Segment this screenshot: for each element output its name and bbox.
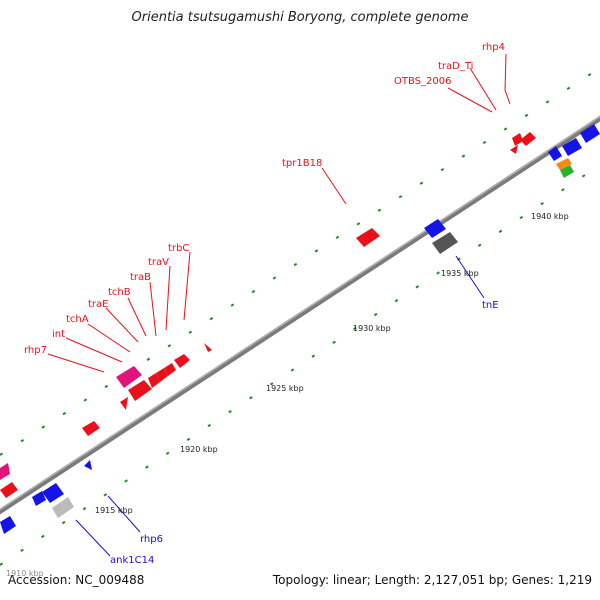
leader-int <box>65 337 123 363</box>
label-otbs2006: OTBS_2006 <box>394 76 451 87</box>
gene-tchb <box>156 368 168 382</box>
gene-blue-550 <box>548 146 562 161</box>
gene-tne <box>432 232 458 254</box>
label-int: int <box>52 329 65 340</box>
label-tradti: traD_Ti <box>438 61 473 72</box>
gene-tcha <box>128 380 152 401</box>
gene-blue-35 <box>32 491 46 506</box>
tick-label-1925: 1925 kbp <box>266 384 304 393</box>
gene-rhp6-marker <box>84 460 92 470</box>
label-trbc: trbC <box>168 243 189 254</box>
reverse-genes[interactable] <box>0 124 600 534</box>
gene-trbc <box>204 343 212 352</box>
leader-otbs2006 <box>447 87 493 113</box>
gene-int <box>116 366 142 388</box>
upper-dash-line <box>0 67 600 456</box>
gene-blue-45 <box>42 483 64 503</box>
tick-label-1915: 1915 kbp <box>95 506 133 515</box>
gene-red-85 <box>82 421 100 436</box>
gene-trae <box>148 373 160 388</box>
leader-trab <box>149 281 157 337</box>
tick-label-1920: 1920 kbp <box>180 445 218 454</box>
gene-labels: rhp4 traD_Ti OTBS_2006 tpr1B18 trbC traV… <box>24 42 505 566</box>
upper-dash-track <box>0 67 600 456</box>
lower-dash-track <box>0 164 600 566</box>
gene-tradti <box>520 132 536 146</box>
leader-tne <box>455 255 485 299</box>
tick-label-1910-partial: 1910 kbp <box>6 569 44 578</box>
gene-otbs2006 <box>510 145 518 154</box>
genome-backbone-highlight <box>0 115 600 511</box>
leader-tradti <box>469 67 497 111</box>
label-tchb: tchB <box>108 287 131 298</box>
leader-rhp6 <box>107 495 141 533</box>
tick-label-1935: 1935 kbp <box>441 269 479 278</box>
gene-tpr1b18 <box>356 228 380 247</box>
accession-label: Accession: NC_009488 <box>8 573 145 587</box>
genome-summary: Topology: linear; Length: 2,127,051 bp; … <box>272 573 592 587</box>
forward-genes[interactable] <box>0 132 536 498</box>
genome-backbone <box>0 115 600 515</box>
tick-label-1940: 1940 kbp <box>531 212 569 221</box>
leader-tcha <box>87 323 131 353</box>
gene-blue-580 <box>580 124 600 143</box>
tick-label-1930: 1930 kbp <box>353 324 391 333</box>
label-tne: tnE <box>482 300 499 311</box>
gene-small-red <box>120 397 128 410</box>
label-rhp6: rhp6 <box>140 534 163 545</box>
leader-trav <box>165 265 171 331</box>
leader-rhp7 <box>47 353 105 373</box>
leader-tpr1b18 <box>321 167 347 205</box>
leader-tchb <box>127 297 147 337</box>
leader-trbc <box>183 251 191 321</box>
map-title: Orientia tsutsugamushi Boryong, complete… <box>131 10 469 25</box>
gene-orange <box>556 158 572 170</box>
gene-green <box>560 165 574 178</box>
label-leaders-red <box>47 53 511 373</box>
label-rhp4: rhp4 <box>482 42 505 53</box>
gene-rhp4 <box>512 133 523 146</box>
gene-blue-5 <box>0 516 16 534</box>
label-rhp7: rhp7 <box>24 345 47 356</box>
gene-blue-565 <box>562 138 582 156</box>
leader-rhp4 <box>504 53 511 105</box>
lower-dash-line <box>0 164 600 566</box>
gene-blue-435 <box>424 219 446 238</box>
gene-trav <box>174 354 190 368</box>
gene-left-edge-1 <box>0 482 18 498</box>
leader-trae <box>105 307 139 343</box>
leader-ank1c14 <box>75 519 111 557</box>
label-leaders-blue <box>75 255 485 557</box>
label-trav: traV <box>148 257 169 268</box>
gene-trab <box>164 363 176 376</box>
label-trab: traB <box>130 272 151 283</box>
label-tpr1b18: tpr1B18 <box>282 158 322 169</box>
label-tcha: tchA <box>66 314 89 325</box>
gene-left-edge-2 <box>0 463 10 480</box>
label-trae: traE <box>88 299 108 310</box>
label-ank1c14: ank1C14 <box>110 555 154 566</box>
gene-ank1c14 <box>52 497 74 518</box>
scale-ticks: 1915 kbp 1920 kbp 1925 kbp 1930 kbp 1935… <box>6 212 569 578</box>
